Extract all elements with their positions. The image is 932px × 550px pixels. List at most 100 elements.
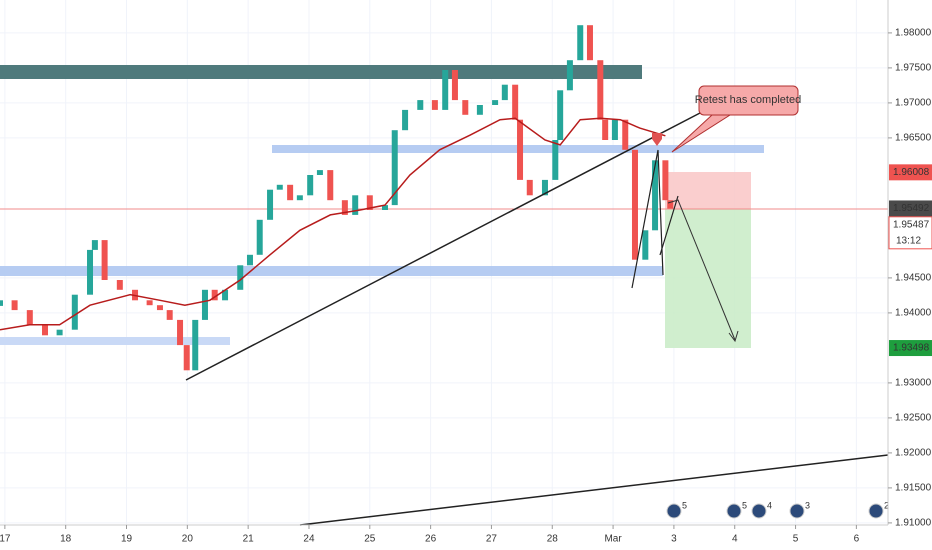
y-tick-label: 1.91000 bbox=[895, 518, 932, 529]
candle-body bbox=[101, 240, 108, 280]
event-icon bbox=[666, 503, 682, 519]
bid-tag-label: 1.95487 bbox=[893, 219, 930, 230]
event-icon bbox=[789, 503, 805, 519]
wedge-lines bbox=[631, 149, 664, 289]
bid-tag bbox=[888, 216, 932, 250]
candle-body bbox=[597, 60, 604, 120]
x-tick-label: 4 bbox=[732, 534, 738, 545]
volume-trendline bbox=[299, 454, 889, 526]
candle-body bbox=[541, 179, 548, 196]
x-tick-label: 19 bbox=[121, 534, 133, 545]
candle-body bbox=[512, 84, 519, 120]
candle-body bbox=[442, 70, 449, 110]
x-tick-label: 21 bbox=[243, 534, 255, 545]
candle-body bbox=[382, 205, 389, 210]
candle-body bbox=[192, 319, 199, 371]
candle-body bbox=[611, 119, 618, 140]
x-tick-label: 18 bbox=[60, 534, 72, 545]
candle-body bbox=[417, 100, 424, 110]
x-tick-label: 26 bbox=[425, 534, 437, 545]
event-icon bbox=[868, 503, 884, 519]
candle-body bbox=[366, 195, 373, 210]
candle-body bbox=[42, 324, 49, 336]
candle-body bbox=[87, 249, 94, 295]
y-tick-label: 1.97000 bbox=[895, 98, 932, 109]
candle-body bbox=[631, 149, 638, 260]
countdown: 13:12 bbox=[896, 235, 921, 246]
candle-body bbox=[222, 289, 229, 301]
candle-body bbox=[462, 100, 469, 115]
candle-body bbox=[586, 25, 593, 61]
price-tag-label: 1.95492 bbox=[893, 203, 930, 214]
candle-body bbox=[287, 184, 294, 201]
event-count: 3 bbox=[805, 500, 810, 510]
candle-body bbox=[237, 265, 244, 290]
arrow-head bbox=[728, 330, 739, 343]
candle-body bbox=[296, 195, 303, 201]
candle-body bbox=[166, 310, 173, 320]
y-tick-label: 1.97500 bbox=[895, 63, 932, 74]
y-tick-label: 1.94000 bbox=[895, 308, 932, 319]
plot: 5 5 4 3 2 bbox=[0, 25, 889, 519]
candle-body bbox=[91, 240, 98, 250]
x-tick-label: 27 bbox=[486, 534, 498, 545]
candle-body bbox=[492, 100, 499, 105]
x-tick-label: Mar bbox=[604, 534, 622, 545]
candle-body bbox=[341, 200, 348, 215]
candle-body bbox=[557, 90, 564, 140]
callout-box bbox=[698, 85, 799, 116]
candle-body bbox=[71, 294, 78, 330]
resistance-zone bbox=[0, 65, 642, 79]
candle-body bbox=[476, 105, 483, 115]
candle-body bbox=[451, 70, 458, 101]
candle-body bbox=[156, 305, 163, 311]
candle-body bbox=[11, 300, 18, 311]
x-tick-label: 25 bbox=[364, 534, 376, 545]
event-icon bbox=[726, 503, 742, 519]
candle-body bbox=[642, 230, 649, 260]
y-tick-label: 1.92500 bbox=[895, 413, 932, 424]
candle-body bbox=[116, 280, 123, 290]
price-tag bbox=[889, 164, 932, 181]
x-tick-label: 5 bbox=[793, 534, 799, 545]
candle-body bbox=[211, 289, 218, 301]
target-area bbox=[665, 209, 751, 348]
candle-body bbox=[667, 200, 674, 209]
y-tick-label: 1.94500 bbox=[895, 273, 932, 284]
low-zone bbox=[0, 337, 230, 345]
candle-body bbox=[276, 184, 283, 190]
support-zone bbox=[0, 266, 663, 276]
candle-body bbox=[402, 109, 409, 131]
candle-body bbox=[501, 84, 508, 101]
y-tick-label: 1.96500 bbox=[895, 133, 932, 144]
callout-text: Retest has completed bbox=[695, 94, 801, 106]
candle-body bbox=[201, 289, 208, 320]
candle-body bbox=[652, 160, 659, 231]
candle-body bbox=[391, 130, 398, 206]
y-tick-label: 1.98000 bbox=[895, 28, 932, 39]
event-count: 4 bbox=[767, 500, 772, 510]
down-marker bbox=[652, 133, 662, 146]
candle-body bbox=[566, 60, 573, 91]
candle-body bbox=[431, 100, 438, 110]
candle-body bbox=[56, 329, 63, 336]
candle-body bbox=[622, 119, 629, 150]
x-tick-label: 3 bbox=[671, 534, 677, 545]
candle-body bbox=[577, 25, 584, 61]
trendline bbox=[185, 112, 701, 381]
candle-body bbox=[316, 170, 323, 175]
y-tick-label: 1.91500 bbox=[895, 483, 932, 494]
candle-body bbox=[26, 310, 33, 325]
x-tick-label: 6 bbox=[854, 534, 860, 545]
x-tick-label: 20 bbox=[182, 534, 194, 545]
price-tag bbox=[889, 200, 932, 217]
x-tick-label: 17 bbox=[0, 534, 11, 545]
candle-body bbox=[517, 119, 524, 180]
candle-body bbox=[307, 175, 314, 196]
event-count: 5 bbox=[742, 500, 747, 510]
candle-body bbox=[183, 345, 190, 371]
axes: 1.98000 1.97500 1.97000 1.96500 1.94500 1.940… bbox=[0, 28, 932, 545]
price-tag-label: 1.93498 bbox=[893, 343, 930, 354]
candle-body bbox=[0, 300, 3, 306]
